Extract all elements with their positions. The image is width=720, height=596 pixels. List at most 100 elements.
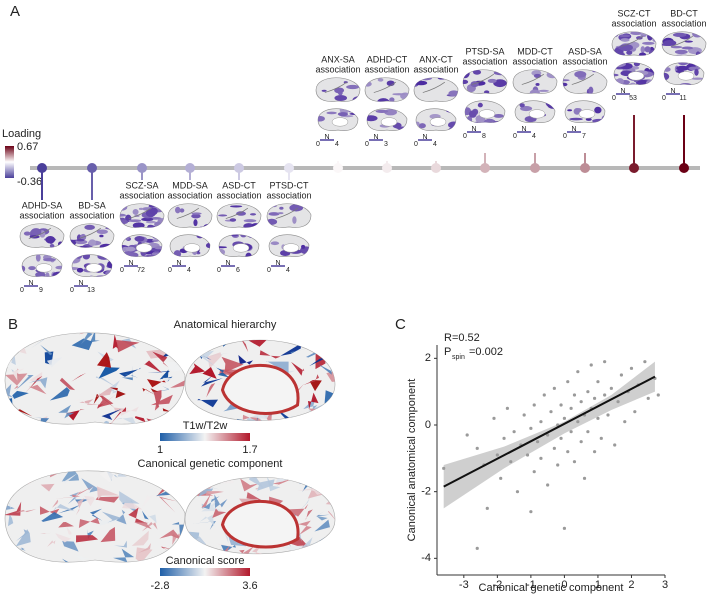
scatter-point [515, 490, 520, 494]
brain-parcel [246, 340, 267, 347]
item-name: ANX-CT [419, 54, 453, 64]
item-name: ANX-SA [321, 54, 355, 64]
brain-sulcus [128, 207, 152, 219]
brain-patch [445, 108, 456, 113]
scatter-point [592, 450, 597, 454]
brain-parcel [298, 330, 309, 338]
brain-parcel [95, 496, 120, 503]
brain-parcel [316, 510, 330, 517]
brain-parcel [89, 508, 103, 521]
brain-parcel [158, 496, 178, 513]
brain-patch [563, 90, 570, 94]
n-label: N [28, 280, 33, 287]
n-value: 7 [582, 133, 586, 140]
brain-patch [696, 52, 702, 56]
brain-patch [629, 82, 637, 85]
brain-parcel [5, 357, 21, 371]
brain-parcel [7, 336, 29, 348]
item-name: PTSD-SA [465, 46, 504, 56]
brain-parcel [249, 477, 265, 489]
item-suffix: association [611, 18, 656, 28]
brain [562, 69, 608, 94]
brain-parcel [192, 521, 217, 530]
n-zero: 0 [365, 141, 369, 148]
scatter-point [535, 440, 540, 444]
brain-patch [612, 31, 617, 36]
brain [4, 332, 186, 425]
brain-patch [43, 258, 56, 262]
brain-parcel [317, 540, 332, 552]
scatter-point [499, 476, 503, 480]
brain-patch [638, 52, 647, 56]
brain-patch [663, 55, 675, 56]
brain-parcel [128, 507, 149, 524]
brain-patch [97, 254, 111, 260]
brain-patch [585, 118, 592, 121]
brain-patch [20, 245, 24, 248]
brain-patch [337, 112, 348, 117]
colorbar-min: 1 [157, 444, 163, 456]
brain-patch [563, 82, 568, 87]
brain-parcel [81, 478, 101, 494]
brain-patch [592, 118, 605, 123]
brain-parcel [41, 511, 64, 522]
brain-sulcus [28, 227, 52, 239]
x-tick-label: 1 [595, 579, 601, 591]
brain-parcel [206, 491, 224, 496]
brain-sulcus [176, 207, 200, 219]
brain-parcel [259, 350, 281, 359]
n-zero: 0 [612, 95, 616, 102]
brain-patch [470, 81, 479, 88]
brain-parcel [252, 540, 269, 554]
brain-parcel [304, 418, 317, 421]
brain-parcel [80, 332, 93, 345]
brain-parcel [242, 414, 266, 421]
n-zero: 0 [217, 267, 221, 274]
brain-patch [70, 225, 75, 228]
brain-parcel [258, 556, 279, 560]
brain-patch [134, 236, 145, 242]
item-suffix: association [266, 190, 311, 200]
brain-patch [448, 121, 456, 129]
item-name: BD-SA [78, 200, 106, 210]
brain-parcel [298, 520, 312, 535]
scatter-point [562, 416, 567, 420]
brain-patch [473, 69, 482, 75]
brain-parcel [58, 473, 78, 484]
brain-patch [672, 32, 687, 37]
n-label: N [620, 88, 625, 95]
brain-parcel [324, 407, 327, 414]
scatter-point [485, 506, 489, 510]
brain-patch [218, 214, 228, 217]
scatter-point [475, 446, 479, 450]
brain-patch [352, 96, 360, 102]
scatter-point [559, 403, 563, 407]
brain-parcel [71, 338, 93, 351]
brain-parcel [40, 483, 55, 492]
brain-parcel [152, 351, 169, 368]
item-suffix: association [216, 190, 261, 200]
item-suffix: association [69, 210, 114, 220]
brain-parcel [241, 546, 255, 554]
brain-parcel [207, 352, 222, 369]
brain-parcel [303, 374, 320, 386]
n-value: 6 [236, 267, 240, 274]
confidence-band [443, 361, 655, 509]
item-name: SCZ-SA [125, 180, 158, 190]
brain-patch [493, 113, 504, 118]
brain-patch [230, 205, 243, 208]
brain-parcel [131, 530, 149, 546]
scatter-point [579, 440, 583, 444]
brain-patch [267, 218, 278, 225]
scatter-point [646, 396, 650, 400]
loading-dot [431, 163, 441, 173]
scatter-point [532, 470, 536, 474]
scatter-point [552, 446, 556, 450]
loading-dot [185, 163, 195, 173]
brain-parcel [5, 354, 10, 363]
panel-title: Canonical genetic component [138, 458, 283, 470]
brain-parcel [82, 563, 99, 570]
brain-patch [545, 100, 555, 104]
brain-medial [135, 243, 153, 253]
brain-medial [677, 71, 695, 81]
